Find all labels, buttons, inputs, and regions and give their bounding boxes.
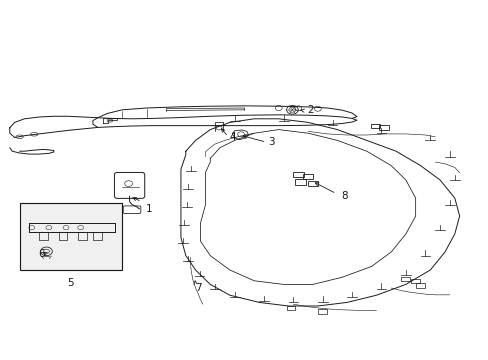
- Text: 3: 3: [267, 137, 274, 147]
- Bar: [302, 174, 313, 179]
- Bar: [292, 172, 303, 177]
- Bar: [410, 279, 419, 283]
- Text: 6: 6: [38, 249, 45, 259]
- Text: 2: 2: [306, 105, 313, 115]
- Bar: [415, 283, 424, 288]
- Bar: [307, 181, 318, 186]
- Text: 4: 4: [228, 132, 235, 142]
- Bar: [318, 309, 326, 314]
- Text: 1: 1: [145, 204, 152, 214]
- Bar: [401, 277, 409, 281]
- Text: 5: 5: [67, 278, 74, 288]
- Bar: [378, 125, 388, 130]
- Text: 7: 7: [194, 283, 201, 293]
- Text: 8: 8: [341, 191, 347, 201]
- Bar: [20, 203, 122, 270]
- Bar: [295, 179, 305, 184]
- Bar: [370, 123, 380, 128]
- Bar: [286, 306, 295, 310]
